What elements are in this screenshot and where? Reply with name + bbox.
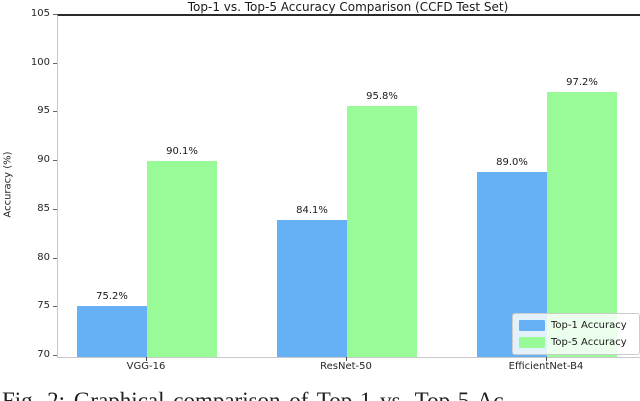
legend-swatch — [519, 337, 545, 348]
x-tick-label-resnet-50: ResNet-50 — [320, 361, 372, 372]
legend-row: Top-5 Accuracy — [519, 334, 635, 351]
y-tick-mark — [53, 160, 57, 162]
bar-top-1-accuracy — [77, 306, 147, 357]
x-tick-mark — [546, 357, 547, 361]
y-tick-label: 85 — [37, 202, 50, 214]
bar-value-label: 84.1% — [296, 204, 328, 216]
chart-title: Top-1 vs. Top-5 Accuracy Comparison (CCF… — [187, 0, 509, 14]
y-tick-mark — [53, 355, 57, 356]
x-tick-label-efficientnet-b4: EfficientNet-B4 — [508, 361, 584, 372]
legend-swatch — [519, 320, 545, 331]
y-tick-mark — [53, 306, 57, 308]
x-tick-mark — [346, 357, 347, 361]
y-tick-mark — [53, 257, 57, 259]
y-tick-mark — [53, 14, 57, 15]
bar-top-5-accuracy — [347, 105, 417, 357]
figure-caption: Fig. 2: Graphical comparison of Top-1 vs… — [2, 388, 504, 401]
y-tick-mark — [53, 111, 57, 113]
bar-value-label: 75.2% — [96, 291, 128, 303]
bar-top-5-accuracy — [547, 92, 617, 357]
y-tick-label: 95 — [37, 105, 50, 117]
y-tick-mark — [53, 208, 57, 210]
bar-value-label: 90.1% — [166, 146, 198, 158]
plot-area: 75.2% 90.1% 84.1% 95.8% 89.0% 97.2% Top-1 Acc… — [57, 14, 640, 358]
y-tick-label: 90 — [37, 154, 50, 166]
y-tick-label: 100 — [30, 56, 50, 68]
bar-value-label: 95.8% — [366, 90, 398, 102]
y-tick-label: 80 — [37, 251, 50, 263]
y-tick-label: 105 — [30, 8, 50, 19]
x-tick-mark — [146, 357, 147, 361]
legend: Top-1 Accuracy Top-5 Accuracy — [512, 313, 640, 355]
bar-top-1-accuracy — [277, 219, 347, 357]
y-tick-label: 70 — [37, 349, 50, 360]
y-tick-label: 75 — [37, 300, 50, 312]
legend-row: Top-1 Accuracy — [519, 317, 635, 334]
bar-top-5-accuracy — [147, 161, 217, 357]
legend-label: Top-1 Accuracy — [551, 320, 627, 331]
bar-value-label: 97.2% — [566, 76, 598, 88]
x-tick-label-vgg-16: VGG-16 — [126, 361, 166, 372]
bar-value-label: 89.0% — [496, 156, 528, 168]
y-tick-mark — [53, 62, 57, 64]
y-axis-label: Accuracy (%) — [2, 151, 14, 218]
legend-label: Top-5 Accuracy — [551, 337, 627, 348]
